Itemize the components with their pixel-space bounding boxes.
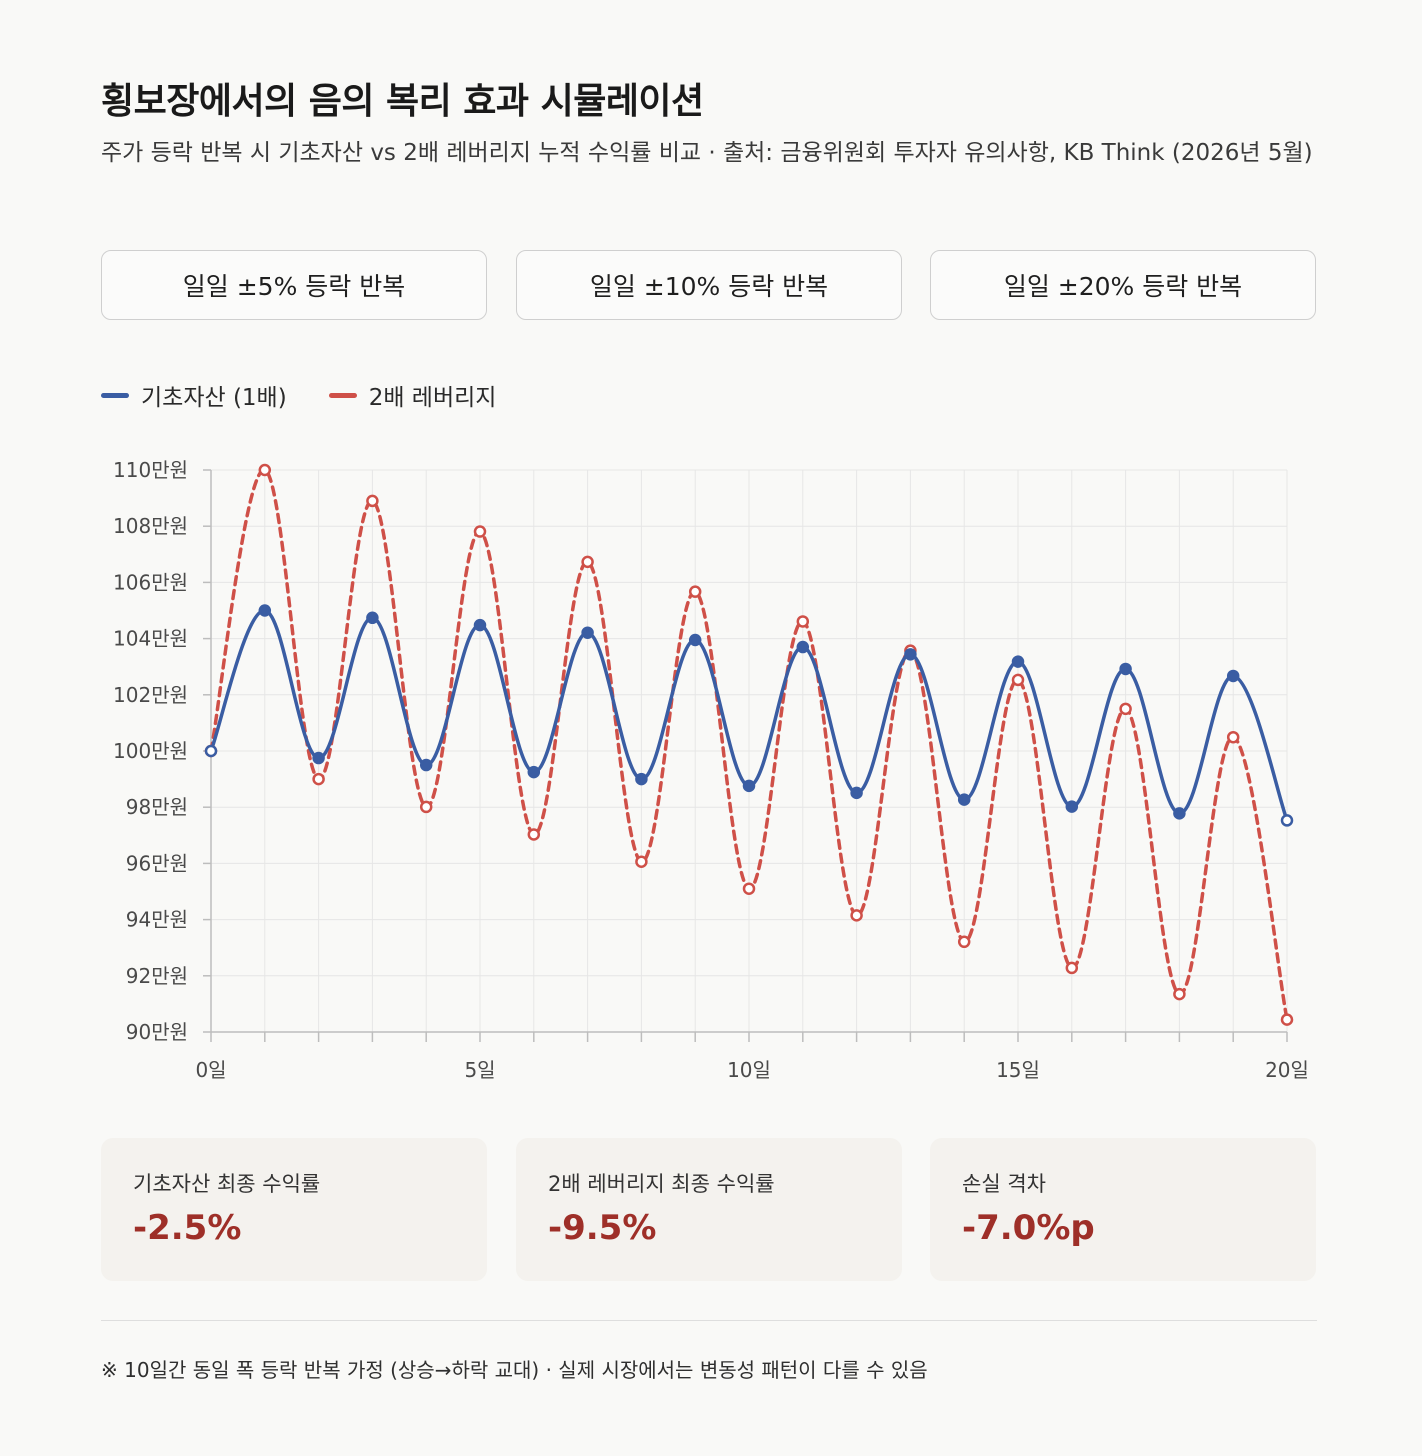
data-point-base [1173, 807, 1186, 820]
page-title: 횡보장에서의 음의 복리 효과 시뮬레이션 [101, 81, 704, 122]
data-point-leverage [581, 555, 594, 569]
y-tick-label: 108만원 [113, 514, 188, 538]
data-point-base [312, 751, 325, 765]
data-point-base [527, 765, 541, 779]
footnote: ※ 10일간 동일 폭 등락 반복 가정 (상승→하락 교대) · 실제 시장에… [101, 1358, 928, 1382]
scenario-button-20[interactable]: 일일 ±20% 등락 반복 [930, 250, 1316, 320]
data-point-base [1226, 669, 1240, 683]
data-point-base [366, 611, 379, 625]
data-point-leverage [1280, 1013, 1294, 1026]
x-tick-label: 0일 [195, 1058, 226, 1082]
data-point-base [1119, 662, 1132, 676]
y-tick-label: 110만원 [113, 458, 188, 482]
chart-points [204, 463, 1294, 1026]
x-tick-label: 10일 [727, 1058, 771, 1082]
data-point-leverage [258, 463, 272, 477]
data-point-base [419, 758, 433, 772]
stat-card-leverage: 2배 레버리지 최종 수익률 -9.5% [516, 1138, 902, 1281]
stat-label-base: 기초자산 최종 수익률 [133, 1172, 321, 1196]
stat-label-leverage: 2배 레버리지 최종 수익률 [548, 1172, 775, 1196]
legend-label-leverage: 2배 레버리지 [368, 385, 497, 411]
data-point-leverage [473, 525, 487, 538]
legend-label-base: 기초자산 (1배) [141, 385, 287, 411]
y-tick-label: 94만원 [126, 908, 188, 932]
data-point-leverage [1065, 961, 1079, 975]
stat-card-gap: 손실 격차 -7.0%p [930, 1138, 1316, 1281]
data-point-base [581, 626, 594, 639]
data-point-leverage [1226, 730, 1240, 744]
stat-value-base: -2.5% [133, 1208, 242, 1248]
y-tick-label: 104만원 [113, 627, 188, 651]
data-point-leverage [688, 585, 702, 598]
data-point-base [796, 640, 810, 654]
line-chart: 90만원 92만원 94만원 96만원 98만원 100만원 102만원 104만원 106만원… [113, 458, 1309, 1082]
stat-label-gap: 손실 격차 [962, 1172, 1046, 1196]
y-tick-label: 102만원 [113, 683, 188, 707]
y-tick-label: 96만원 [126, 851, 188, 875]
x-tick-label: 20일 [1265, 1058, 1309, 1082]
data-point-base [850, 786, 863, 800]
data-point-leverage [957, 935, 971, 949]
page-subtitle: 주가 등락 반복 시 기초자산 vs 2배 레버리지 누적 수익률 비교 · 출… [101, 140, 1313, 166]
data-point-leverage [796, 615, 810, 628]
divider [101, 1320, 1317, 1321]
x-tick-label: 5일 [464, 1058, 495, 1082]
data-point-base [635, 772, 648, 786]
data-point-base [688, 633, 702, 647]
data-point-base [204, 744, 218, 758]
chart-legend: 기초자산 (1배) 2배 레버리지 [101, 378, 538, 412]
y-tick-label: 90만원 [126, 1020, 188, 1044]
legend-item-leverage[interactable]: 2배 레버리지 [328, 378, 497, 412]
legend-swatch-base [101, 392, 129, 398]
data-point-leverage [1011, 673, 1025, 687]
data-point-leverage [527, 828, 541, 841]
data-point-leverage [312, 772, 325, 786]
data-point-leverage [1119, 702, 1132, 716]
scenario-button-10[interactable]: 일일 ±10% 등락 반복 [516, 250, 902, 320]
scenario-button-5[interactable]: 일일 ±5% 등락 반복 [101, 250, 487, 320]
data-point-leverage [366, 494, 379, 508]
data-point-leverage [1173, 987, 1186, 1001]
y-tick-label: 106만원 [113, 570, 188, 594]
data-point-base [1011, 655, 1025, 668]
data-point-base [473, 618, 487, 632]
stat-card-base: 기초자산 최종 수익률 -2.5% [101, 1138, 487, 1281]
data-point-base [1065, 800, 1079, 813]
chart-grid [210, 469, 1288, 1033]
data-point-leverage [742, 882, 756, 895]
data-point-base [957, 793, 971, 806]
y-tick-label: 98만원 [126, 795, 188, 819]
data-point-base [1280, 814, 1294, 827]
legend-swatch-leverage [328, 392, 357, 398]
data-point-leverage [850, 909, 863, 922]
data-point-leverage [419, 800, 433, 814]
data-point-leverage [635, 855, 648, 868]
stat-value-leverage: -9.5% [548, 1208, 657, 1248]
legend-item-base[interactable]: 기초자산 (1배) [101, 378, 287, 412]
data-point-base [742, 779, 756, 793]
series-line-leverage [209, 468, 1289, 1022]
y-tick-label: 100만원 [113, 739, 188, 763]
data-point-base [258, 604, 272, 617]
chart-axes: 90만원 92만원 94만원 96만원 98만원 100만원 102만원 104만원 106만원… [113, 458, 1309, 1082]
y-tick-label: 92만원 [126, 964, 188, 988]
stat-value-gap: -7.0%p [962, 1208, 1095, 1248]
x-tick-label: 15일 [996, 1058, 1040, 1082]
data-point-base [904, 648, 917, 661]
